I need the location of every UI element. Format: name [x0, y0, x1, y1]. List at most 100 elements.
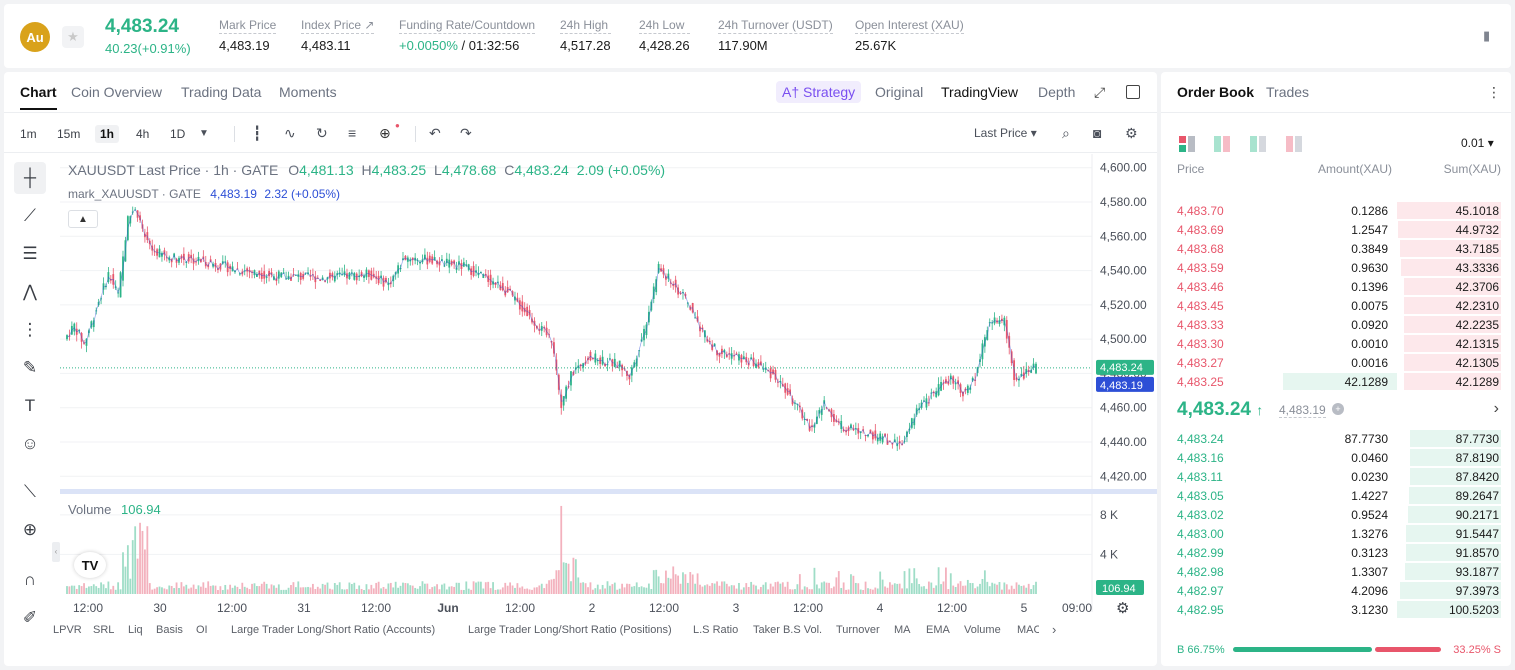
brush-icon[interactable]: ✎ [22, 358, 38, 377]
layout-asks-icon[interactable] [1286, 136, 1302, 152]
redo-icon[interactable]: ↷ [460, 125, 472, 141]
stat-index-price[interactable]: Index Price ↗ 4,483.11 [301, 18, 375, 53]
guide-book-icon[interactable]: ▮ [1483, 28, 1491, 43]
interval-dropdown-icon[interactable]: ▼ [199, 128, 209, 139]
pane-handle[interactable]: ‹ [52, 542, 60, 562]
search-icon[interactable]: ⌕ [1062, 125, 1070, 141]
tab-moments[interactable]: Moments [279, 84, 337, 100]
tab-coin-overview[interactable]: Coin Overview [71, 84, 163, 100]
interval-1m[interactable]: 1m [20, 127, 37, 141]
tab-trading-data[interactable]: Trading Data [181, 84, 262, 100]
indicator-ma[interactable]: MA [894, 624, 911, 636]
view-depth[interactable]: Depth [1038, 84, 1076, 100]
volume-bar [105, 588, 107, 594]
ask-row[interactable]: 4,483.70 0.1286 45.1018 [1161, 201, 1511, 220]
chevron-right-icon[interactable]: › [1052, 622, 1057, 637]
interval-15m[interactable]: 15m [57, 127, 81, 141]
ask-row[interactable]: 4,483.25 42.1289 42.1289 [1161, 372, 1511, 391]
compare-icon[interactable]: ↻ [316, 125, 328, 141]
pencil-lock-icon[interactable]: ✐ [22, 608, 38, 627]
bid-row[interactable]: 4,482.97 4.2096 97.3973 [1161, 581, 1511, 600]
favorite-star-icon[interactable]: ★ [62, 26, 84, 48]
more-options-icon[interactable]: ⋮ [1487, 84, 1501, 100]
volume-bar [423, 583, 426, 594]
ask-row[interactable]: 4,483.59 0.9630 43.3336 [1161, 258, 1511, 277]
layout-bids-icon[interactable] [1250, 136, 1266, 152]
expand-icon[interactable]: ⤢ [1094, 84, 1106, 100]
bid-row[interactable]: 4,482.95 3.1230 100.5203 [1161, 600, 1511, 619]
tab-chart[interactable]: Chart [20, 84, 57, 110]
candle-type-icon[interactable]: ┇ [253, 125, 262, 141]
indicator-basis[interactable]: Basis [156, 624, 183, 636]
view-original[interactable]: Original [875, 84, 924, 100]
bid-row[interactable]: 4,483.16 0.0460 87.8190 [1161, 448, 1511, 467]
indicator-liq[interactable]: Liq [128, 624, 143, 636]
bid-row[interactable]: 4,483.11 0.0230 87.8420 [1161, 467, 1511, 486]
indicators-icon[interactable]: ∿ [284, 125, 296, 141]
tab-order-book[interactable]: Order Book [1177, 84, 1255, 100]
ask-row[interactable]: 4,483.33 0.0920 42.2235 [1161, 315, 1511, 334]
bid-row[interactable]: 4,482.98 1.3307 93.1877 [1161, 562, 1511, 581]
indicator-lpvr[interactable]: LPVR [53, 624, 82, 636]
indicator-ls-ratio[interactable]: L.S Ratio [693, 624, 739, 636]
prediction-icon[interactable]: ⋮ [21, 320, 39, 339]
pattern-icon[interactable]: ⋀ [23, 282, 37, 301]
indicator-ema[interactable]: EMA [926, 624, 950, 636]
ask-row[interactable]: 4,483.45 0.0075 42.2310 [1161, 296, 1511, 315]
add-alert-icon[interactable]: ⊕ [379, 125, 391, 141]
bid-row[interactable]: 4,483.24 87.7730 87.7730 [1161, 429, 1511, 448]
ask-row[interactable]: 4,483.27 0.0016 42.1305 [1161, 353, 1511, 372]
ruler-icon[interactable]: ⟍ [24, 482, 36, 501]
collapse-legend-button[interactable]: ▲ [68, 210, 98, 228]
indicator-macd[interactable]: MACD [1017, 624, 1039, 636]
camera-icon[interactable]: ◙ [1093, 125, 1102, 141]
fib-lines-icon[interactable]: ☰ [22, 244, 38, 263]
view-tradingview[interactable]: TradingView [941, 84, 1019, 100]
indicator-srl[interactable]: SRL [93, 624, 115, 636]
window-icon[interactable] [1126, 85, 1140, 99]
indicator-lt-accounts[interactable]: Large Trader Long/Short Ratio (Accounts) [231, 624, 436, 636]
undo-icon[interactable]: ↶ [429, 125, 441, 141]
price-type-select[interactable]: Last Price ▾ [974, 126, 1037, 140]
candle-body [153, 251, 156, 253]
ask-row[interactable]: 4,483.46 0.1396 42.3706 [1161, 277, 1511, 296]
indicator-oi[interactable]: OI [196, 624, 208, 636]
templates-icon[interactable]: ≡ [348, 125, 357, 141]
bid-row[interactable]: 4,482.99 0.3123 91.8570 [1161, 543, 1511, 562]
interval-1h[interactable]: 1h [95, 125, 120, 143]
indicator-lt-positions[interactable]: Large Trader Long/Short Ratio (Positions… [468, 624, 672, 636]
ask-row[interactable]: 4,483.30 0.0010 42.1315 [1161, 334, 1511, 353]
info-icon[interactable]: + [1332, 403, 1344, 415]
indicator-turnover[interactable]: Turnover [836, 624, 880, 636]
tab-trades[interactable]: Trades [1266, 84, 1310, 100]
zoom-in-icon[interactable]: ⊕ [22, 520, 38, 539]
bid-row[interactable]: 4,483.00 1.3276 91.5447 [1161, 524, 1511, 543]
ask-row[interactable]: 4,483.69 1.2547 44.9732 [1161, 220, 1511, 239]
layout-both-icon[interactable] [1179, 136, 1195, 152]
orderbook-panel: Order Book Trades ⋮ 0.01 ▾ Price Amount(… [1161, 72, 1511, 666]
layout-split-icon[interactable] [1214, 136, 1230, 152]
indicator-volume[interactable]: Volume [964, 624, 1001, 636]
candle-body [326, 277, 329, 280]
strategy-button[interactable]: A† Strategy [776, 81, 862, 103]
text-icon[interactable]: T [24, 396, 36, 415]
trendline-icon[interactable]: ⟋ [24, 206, 36, 225]
ask-row[interactable]: 4,483.68 0.3849 43.7185 [1161, 239, 1511, 258]
chevron-right-icon[interactable]: › [1493, 400, 1499, 417]
volume-bar [611, 584, 614, 594]
interval-4h[interactable]: 4h [136, 127, 150, 141]
candle-body [740, 355, 743, 363]
indicator-taker-vol[interactable]: Taker B.S Vol. [753, 624, 823, 636]
interval-1d[interactable]: 1D [170, 127, 186, 141]
volume-bar [555, 570, 558, 594]
emoji-icon[interactable]: ☺ [21, 434, 39, 453]
gear-icon[interactable]: ⚙ [1125, 125, 1138, 141]
precision-select[interactable]: 0.01 ▾ [1461, 136, 1494, 150]
volume-bar [343, 589, 346, 594]
bid-row[interactable]: 4,483.05 1.4227 89.2647 [1161, 486, 1511, 505]
magnet-icon[interactable]: ∩ [23, 570, 37, 589]
bid-row[interactable]: 4,483.02 0.9524 90.2171 [1161, 505, 1511, 524]
axis-settings-icon[interactable]: ⚙ [1116, 600, 1130, 617]
candle-body [594, 353, 597, 363]
crosshair-icon[interactable]: ┼ [14, 162, 46, 194]
